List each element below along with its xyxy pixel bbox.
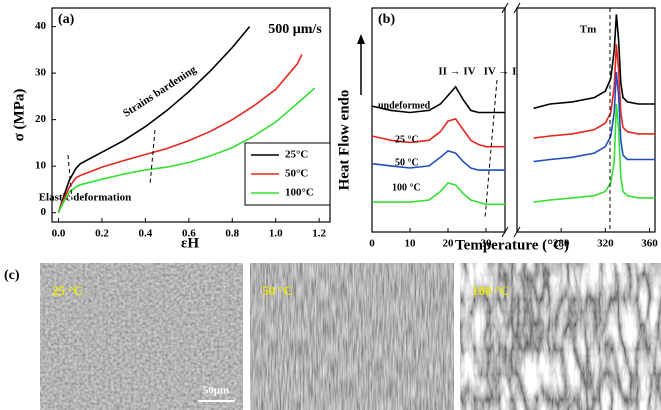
axis-break	[513, 226, 521, 238]
guide-line	[67, 154, 73, 201]
image-label: 25 °C	[52, 283, 83, 298]
series-line	[371, 117, 505, 148]
series-line	[371, 85, 505, 114]
series-line	[533, 14, 655, 110]
sem-image	[40, 263, 243, 410]
series-line	[533, 103, 655, 203]
series-line	[57, 54, 303, 213]
series-line	[57, 26, 251, 213]
scale-label: 50μm	[203, 385, 229, 397]
series-label: 50 °C	[395, 157, 419, 168]
legend-label: 100°C	[285, 187, 314, 199]
series-line	[372, 181, 505, 206]
annotation: II → IV	[438, 66, 475, 78]
annotation: Strains bardening	[121, 63, 199, 119]
series-label: 25 °C	[395, 134, 419, 145]
arrow-head	[357, 34, 365, 44]
axis-break	[513, 2, 521, 14]
axes-frame	[371, 7, 506, 233]
x-tick-label: 0.8	[225, 228, 239, 240]
axes-frame	[51, 7, 331, 223]
x-tick-label: 0.2	[95, 228, 109, 240]
annotation: IV → I	[484, 66, 517, 78]
charts: 0.0 0.2 0.4 0.6 0.8 1.0 1.2 0 10 20 30 40 (a) εH σ (MP…	[11, 2, 658, 253]
y-axis-label: Heat Flow endo	[336, 90, 352, 191]
series-label: 100 °C	[392, 182, 421, 193]
y-tick-label: 20	[35, 113, 47, 125]
panel-label: (b)	[378, 12, 395, 27]
axis-break	[501, 2, 509, 14]
x-tick-label: 360	[641, 238, 658, 250]
x-axis-label: Temperature (°C)	[455, 237, 569, 253]
x-tick-label: 0	[369, 238, 375, 250]
x-axis-label: εH	[181, 235, 199, 251]
y-axis-label: σ (MPa)	[11, 89, 27, 142]
x-tick-label: 0.6	[182, 228, 196, 240]
series-line	[533, 71, 655, 163]
axis-break	[501, 226, 509, 238]
panel-label: (a)	[58, 12, 75, 27]
annotation: Tm	[580, 24, 597, 36]
y-tick-label: 40	[35, 20, 47, 32]
x-tick-label: 20	[443, 238, 455, 250]
y-tick-label: 10	[35, 160, 47, 172]
series-label: undeformed	[378, 100, 431, 111]
y-tick-label: 30	[35, 67, 47, 79]
image-label: 100 °C	[472, 283, 509, 298]
panel-label: (c)	[4, 268, 20, 283]
x-tick-label: 1.0	[269, 228, 283, 240]
series-line	[533, 44, 655, 139]
sem-images: (c) 25 °C 50 °C 100 °C 50μm	[4, 263, 661, 410]
guide-line	[484, 79, 498, 219]
series-line	[371, 150, 505, 171]
sem-image	[250, 263, 454, 410]
image-label: 50 °C	[262, 283, 293, 298]
x-tick-label: 10	[405, 238, 417, 250]
legend-label: 50°C	[285, 168, 308, 180]
annotation: Elastic deformation	[39, 192, 132, 204]
series-line	[57, 87, 316, 214]
x-tick-label: 0.4	[139, 228, 153, 240]
x-tick-label: 0.0	[52, 228, 66, 240]
x-tick-label: 1.2	[312, 228, 326, 240]
y-tick-label: 0	[41, 206, 47, 218]
x-tick-label: 280	[553, 238, 570, 250]
x-tick-label: 320	[597, 238, 614, 250]
axes-frame	[516, 7, 656, 233]
legend-label: 25°C	[285, 149, 308, 161]
sem-image	[460, 263, 661, 410]
annotation: 500 μm/s	[268, 22, 322, 37]
guide-line	[149, 129, 156, 186]
x-tick-label: 30	[481, 238, 493, 250]
